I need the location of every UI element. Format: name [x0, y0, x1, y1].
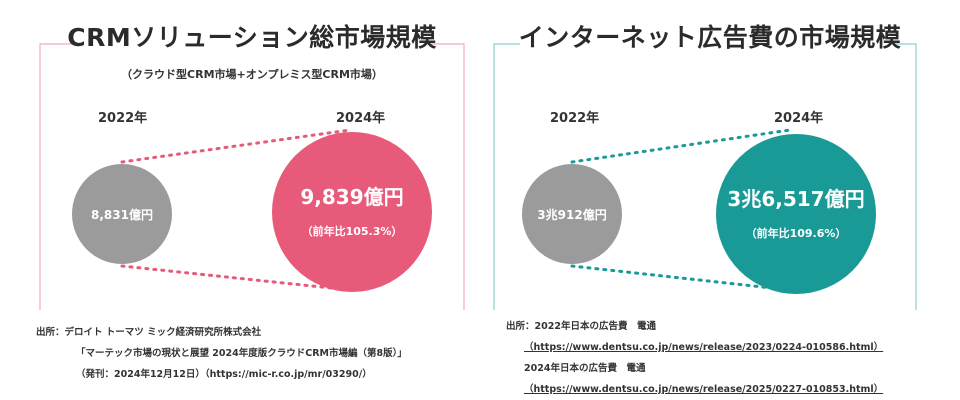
- source-line: 出所：2022年日本の広告費 電通: [506, 321, 656, 332]
- year-from-label: 2022年: [550, 111, 600, 126]
- growth-label: （前年比105.3%）: [301, 225, 403, 238]
- source-link[interactable]: （https://www.dentsu.co.jp/news/release/2…: [524, 342, 884, 353]
- year-to-label: 2024年: [774, 111, 824, 126]
- panel-title: CRMソリューション総市場規模: [67, 23, 437, 52]
- value-2024-circle: 9,839億円 （前年比105.3%）: [272, 132, 432, 292]
- value-2022-circle: 8,831億円: [72, 164, 172, 264]
- left-frame: [39, 43, 465, 310]
- value-2024-label: 9,839億円: [300, 185, 404, 209]
- internet-ad-panel: インターネット広告費の市場規模 2022年 2024年 3兆912億円 3兆6,…: [490, 0, 930, 400]
- source-note: 出所：2022年日本の広告費 電通 （https://www.dentsu.co…: [506, 316, 883, 400]
- source-line: 「マーテック市場の現状と展望 2024年度版クラウドCRM市場編（第8版）」: [76, 348, 407, 359]
- connector-top: [120, 128, 352, 164]
- value-2024-circle: 3兆6,517億円 （前年比109.6%）: [716, 134, 876, 294]
- source-line: （発刊：2024年12月12日）（https://mic-r.co.jp/mr/…: [76, 369, 372, 380]
- connector-bottom: [570, 264, 792, 292]
- panel-subtitle: （クラウド型CRM市場+オンプレミス型CRM市場）: [121, 68, 383, 81]
- source-line: 出所：デロイト トーマツ ミック経済研究所株式会社: [36, 327, 262, 338]
- connector-bottom: [120, 264, 352, 292]
- value-2024-label: 3兆6,517億円: [727, 187, 865, 211]
- year-to-label: 2024年: [336, 111, 386, 126]
- source-line: 2024年日本の広告費 電通: [524, 363, 646, 374]
- growth-label: （前年比109.6%）: [745, 227, 847, 240]
- crm-market-panel: CRMソリューション総市場規模 （クラウド型CRM市場+オンプレミス型CRM市場…: [32, 0, 472, 400]
- source-note: 出所：デロイト トーマツ ミック経済研究所株式会社 「マーテック市場の現状と展望…: [36, 322, 407, 385]
- connector-top: [570, 128, 792, 164]
- year-from-label: 2022年: [98, 111, 148, 126]
- source-link[interactable]: （https://www.dentsu.co.jp/news/release/2…: [524, 384, 884, 395]
- value-2022-label: 3兆912億円: [537, 207, 607, 222]
- value-2022-circle: 3兆912億円: [522, 164, 622, 264]
- panel-title: インターネット広告費の市場規模: [518, 23, 902, 52]
- value-2022-label: 8,831億円: [91, 207, 153, 222]
- right-frame: [493, 43, 917, 310]
